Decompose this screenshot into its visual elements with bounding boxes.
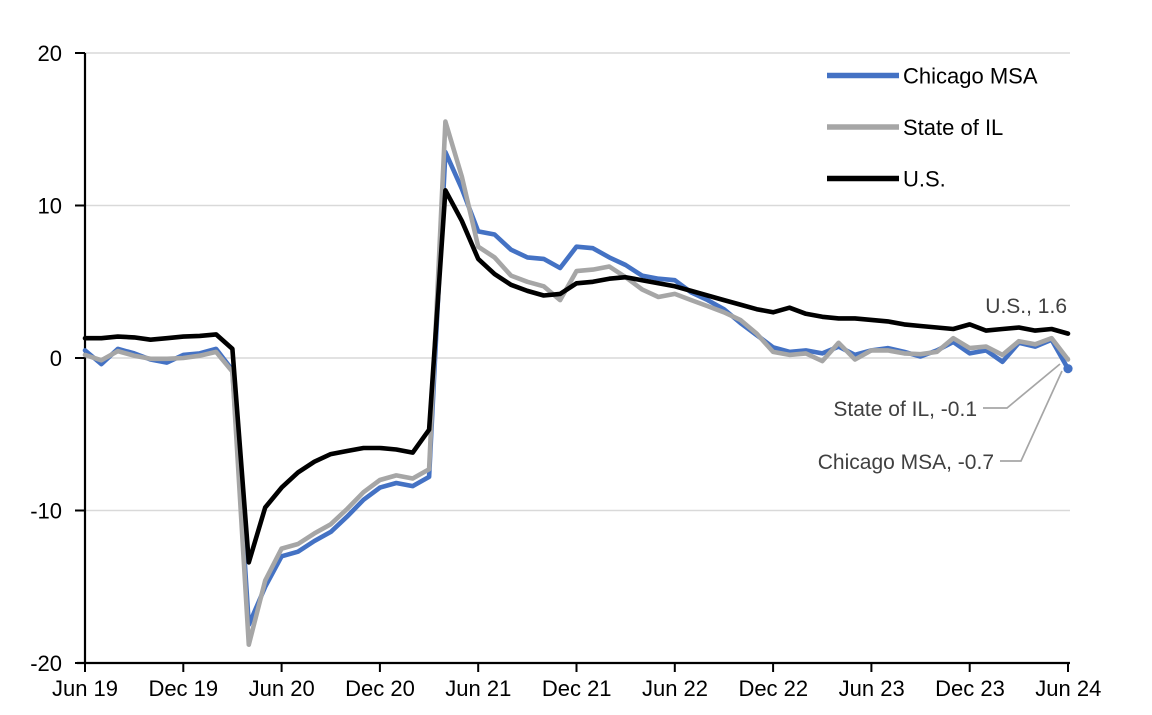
legend-item-us: U.S.: [827, 167, 946, 192]
legend-label-us: U.S.: [903, 167, 946, 192]
x-tick-label: Jun 22: [642, 676, 708, 701]
x-axis-labels: Jun 19 Dec 19 Jun 20 Dec 20 Jun 21 Dec 2…: [52, 676, 1101, 701]
annotation-chicago-msa: Chicago MSA, -0.7: [818, 451, 994, 474]
y-axis-labels: 20 10 0 -10 -20: [30, 41, 62, 676]
x-tick-label: Dec 22: [738, 676, 808, 701]
y-gridlines: [85, 52, 1070, 512]
x-tick-label: Jun 23: [839, 676, 905, 701]
x-tick-label: Jun 21: [445, 676, 511, 701]
legend-item-chicago-msa: Chicago MSA: [827, 64, 1038, 89]
axes: [75, 52, 1070, 672]
annotations: U.S., 1.6 State of IL, -0.1 Chicago MSA,…: [818, 295, 1067, 474]
x-tick-label: Dec 23: [935, 676, 1005, 701]
annotation-us: U.S., 1.6: [985, 295, 1067, 318]
x-tick-label: Jun 24: [1035, 676, 1101, 701]
end-point-marker-chicago-msa: [1063, 364, 1073, 374]
x-tick-label: Dec 21: [542, 676, 612, 701]
series-line-state-of-il: [82, 119, 1071, 648]
y-tick-label: -10: [30, 499, 62, 524]
series-line-u-s: [82, 188, 1071, 565]
legend: Chicago MSA State of IL U.S.: [827, 64, 1038, 192]
x-tick-label: Jun 19: [52, 676, 118, 701]
x-tick-label: Dec 20: [345, 676, 415, 701]
y-tick-label: 10: [38, 194, 62, 219]
y-tick-label: -20: [30, 651, 62, 676]
x-tick-label: Dec 19: [148, 676, 218, 701]
annotation-state-of-il: State of IL, -0.1: [833, 398, 977, 421]
legend-label-chicago-msa: Chicago MSA: [903, 64, 1038, 89]
y-tick-label: 20: [38, 41, 62, 66]
legend-label-state-of-il: State of IL: [903, 115, 1003, 140]
annotation-leader-lines: [983, 363, 1063, 462]
y-tick-label: 0: [50, 346, 62, 371]
leader-line-state-of-il: [983, 363, 1061, 409]
series-lines: [82, 119, 1073, 648]
leader-line-chicago-msa: [1000, 370, 1063, 462]
legend-item-state-of-il: State of IL: [827, 115, 1003, 140]
x-tick-label: Jun 20: [249, 676, 315, 701]
